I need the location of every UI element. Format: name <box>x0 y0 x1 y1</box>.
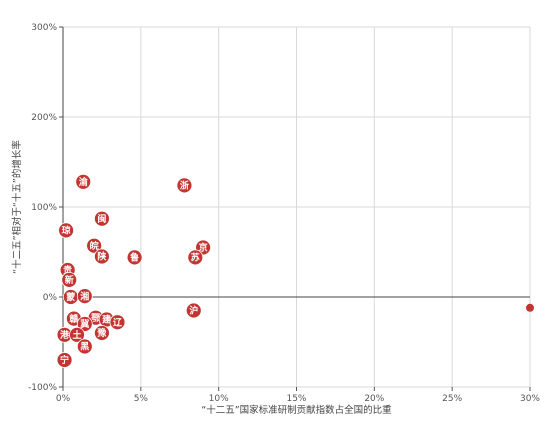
grid-lines <box>63 26 531 388</box>
x-tick-label: 10% <box>209 394 229 404</box>
y-tick-label: -100% <box>28 383 57 393</box>
data-points: 渝 浙闽琼皖 京陕 鲁 苏贵新蒙 湘沪赣 鄂建辽 冀港土 豫黑宁 <box>56 173 534 368</box>
point-label: 黑 <box>80 342 89 353</box>
x-tick-label: 25% <box>442 394 462 404</box>
x-axis-title: “十二五”国家标准研制贡献指数占全国的比重 <box>201 404 392 416</box>
data-point[interactable] <box>94 248 110 265</box>
data-point[interactable] <box>76 338 93 355</box>
point-label: 陕 <box>97 251 107 263</box>
point-label: 港 <box>60 329 70 341</box>
data-point[interactable] <box>109 314 126 331</box>
tick-labels: 0% 5% 10% 15% 20% 25% 30%300%200%100%0%-100% <box>28 23 540 404</box>
data-point[interactable] <box>76 288 93 305</box>
data-point[interactable] <box>94 325 110 341</box>
point-label: 沪 <box>189 305 198 317</box>
data-point[interactable] <box>126 249 143 266</box>
y-tick-label: 200% <box>31 113 57 123</box>
data-point[interactable] <box>176 177 193 194</box>
data-point[interactable] <box>58 222 75 239</box>
data-point[interactable] <box>75 173 92 190</box>
data-point[interactable] <box>94 210 110 227</box>
x-tick-label: 15% <box>286 394 306 404</box>
y-tick-label: 0% <box>43 293 58 303</box>
data-point[interactable] <box>185 302 202 319</box>
x-tick-label: 5% <box>134 394 149 404</box>
point-label: 建 <box>102 314 112 326</box>
y-tick-label: 100% <box>31 203 57 213</box>
point-label: 皖 <box>90 240 99 252</box>
point-label: 京 <box>199 242 208 254</box>
x-tick-label: 0% <box>56 394 71 404</box>
point-label: 浙 <box>180 180 189 192</box>
data-point[interactable] <box>187 249 204 266</box>
y-axis-title: “十二五”相对于“十五”的增长率 <box>11 140 23 274</box>
point-label: 苏 <box>191 252 200 264</box>
point-label: 宁 <box>60 354 69 366</box>
data-point[interactable] <box>61 271 78 288</box>
point-label: 闽 <box>97 213 106 225</box>
data-point[interactable] <box>526 303 534 312</box>
point-label: 新 <box>65 274 74 286</box>
point-label: 鲁 <box>130 252 139 264</box>
y-tick-label: 300% <box>31 23 57 33</box>
point-label: 土 <box>73 329 82 341</box>
axes <box>59 26 531 391</box>
point-label: 蒙 <box>66 291 75 303</box>
point-label: 辽 <box>113 316 123 328</box>
data-point[interactable] <box>76 316 93 332</box>
point-label: 琼 <box>62 225 71 237</box>
point-label: 渝 <box>79 176 89 188</box>
data-point[interactable] <box>86 237 103 254</box>
point-label: 豫 <box>97 327 106 339</box>
data-point[interactable] <box>56 352 73 368</box>
point-label: 赣 <box>69 313 79 325</box>
point-label: 湘 <box>80 290 89 302</box>
point-label: 贵 <box>63 264 72 276</box>
point-label: 冀 <box>80 318 89 330</box>
x-tick-label: 20% <box>364 394 384 404</box>
data-point[interactable] <box>69 326 85 343</box>
point-label: 鄂 <box>91 313 100 324</box>
x-tick-label: 30% <box>520 394 540 404</box>
